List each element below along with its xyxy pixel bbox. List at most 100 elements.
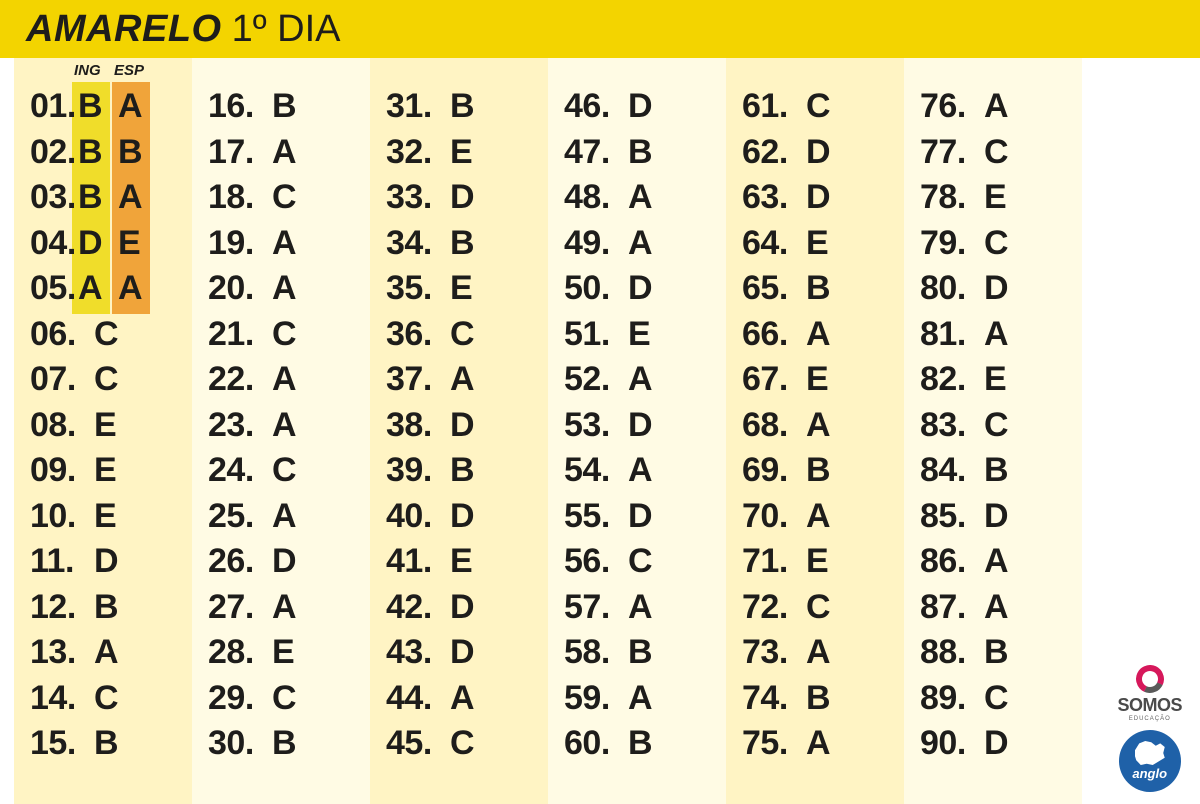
- answer-row: 43.D: [386, 630, 475, 676]
- answer-letter: A: [984, 315, 1009, 354]
- answer-letter: D: [984, 724, 1009, 763]
- answer-letter: A: [628, 679, 653, 718]
- question-number: 13.: [30, 633, 92, 672]
- answer-letter: B: [272, 87, 297, 126]
- answer-row: 31.B: [386, 84, 475, 130]
- answer-letter: E: [984, 178, 1007, 217]
- esp-answer-row: E: [118, 221, 143, 267]
- esp-answer-letter: B: [118, 133, 143, 172]
- answer-letter: A: [806, 315, 831, 354]
- question-number: 88.: [920, 633, 982, 672]
- answer-row: 26.D: [208, 539, 297, 585]
- answer-letter: C: [984, 224, 1009, 263]
- answer-row: 40.D: [386, 494, 475, 540]
- answer-row: 58.B: [564, 630, 653, 676]
- answer-row: 20.A: [208, 266, 297, 312]
- answer-row: 02.: [30, 130, 119, 176]
- answer-row: 61.C: [742, 84, 831, 130]
- answer-row: 24.C: [208, 448, 297, 494]
- answer-row: 62.D: [742, 130, 831, 176]
- answer-row: 54.A: [564, 448, 653, 494]
- answer-row: 11.D: [30, 539, 119, 585]
- question-number: 45.: [386, 724, 448, 763]
- answer-row: 69.B: [742, 448, 831, 494]
- answer-letter: E: [94, 406, 117, 445]
- question-number: 37.: [386, 360, 448, 399]
- answer-letter: C: [272, 315, 297, 354]
- answer-row: 44.A: [386, 676, 475, 722]
- question-number: 53.: [564, 406, 626, 445]
- answer-letter: D: [450, 497, 475, 536]
- question-number: 85.: [920, 497, 982, 536]
- question-number: 80.: [920, 269, 982, 308]
- answer-column: 61.C62.D63.D64.E65.B66.A67.E68.A69.B70.A…: [742, 84, 831, 767]
- question-number: 63.: [742, 178, 804, 217]
- question-number: 90.: [920, 724, 982, 763]
- answer-row: 22.A: [208, 357, 297, 403]
- answer-letter: A: [272, 588, 297, 627]
- question-number: 35.: [386, 269, 448, 308]
- question-number: 12.: [30, 588, 92, 627]
- ing-answer-row: D: [78, 221, 103, 267]
- answer-row: 17.A: [208, 130, 297, 176]
- question-number: 07.: [30, 360, 92, 399]
- answer-row: 77.C: [920, 130, 1009, 176]
- answer-letter: D: [984, 269, 1009, 308]
- question-number: 26.: [208, 542, 270, 581]
- answer-letter: A: [94, 633, 119, 672]
- question-number: 17.: [208, 133, 270, 172]
- ing-answer-column: BBBDA: [78, 84, 103, 312]
- answer-letter: A: [806, 406, 831, 445]
- somos-logo: SOMOS EDUCAÇÃO: [1117, 665, 1182, 722]
- question-number: 23.: [208, 406, 270, 445]
- answer-column: 31.B32.E33.D34.B35.E36.C37.A38.D39.B40.D…: [386, 84, 475, 767]
- question-number: 25.: [208, 497, 270, 536]
- answer-row: 06.C: [30, 312, 119, 358]
- answer-letter: A: [806, 497, 831, 536]
- answer-letter: D: [628, 87, 653, 126]
- answer-row: 48.A: [564, 175, 653, 221]
- question-number: 10.: [30, 497, 92, 536]
- answer-row: 38.D: [386, 403, 475, 449]
- answer-row: 18.C: [208, 175, 297, 221]
- answer-row: 29.C: [208, 676, 297, 722]
- answer-row: 84.B: [920, 448, 1009, 494]
- question-number: 41.: [386, 542, 448, 581]
- answer-row: 39.B: [386, 448, 475, 494]
- anglo-lion-icon: [1135, 741, 1165, 765]
- question-number: 15.: [30, 724, 92, 763]
- ing-answer-row: B: [78, 84, 103, 130]
- question-number: 06.: [30, 315, 92, 354]
- answer-letter: C: [984, 679, 1009, 718]
- question-number: 31.: [386, 87, 448, 126]
- answer-row: 46.D: [564, 84, 653, 130]
- header-title-bold: AMARELO: [26, 8, 222, 51]
- answer-letter: D: [984, 497, 1009, 536]
- answer-letter: B: [984, 633, 1009, 672]
- question-number: 38.: [386, 406, 448, 445]
- answer-row: 55.D: [564, 494, 653, 540]
- answer-row: 75.A: [742, 721, 831, 767]
- answer-letter: D: [450, 178, 475, 217]
- answer-row: 42.D: [386, 585, 475, 631]
- answer-letter: A: [806, 724, 831, 763]
- answer-letter: A: [984, 588, 1009, 627]
- answer-row: 05.: [30, 266, 119, 312]
- answer-letter: C: [94, 360, 119, 399]
- ing-answer-letter: B: [78, 87, 103, 126]
- answer-letter: E: [94, 451, 117, 490]
- question-number: 58.: [564, 633, 626, 672]
- question-number: 28.: [208, 633, 270, 672]
- answer-letter: D: [450, 588, 475, 627]
- answer-row: 74.B: [742, 676, 831, 722]
- somos-subtext: EDUCAÇÃO: [1129, 716, 1171, 722]
- answer-row: 79.C: [920, 221, 1009, 267]
- answer-row: 12.B: [30, 585, 119, 631]
- answer-row: 73.A: [742, 630, 831, 676]
- answer-letter: A: [984, 87, 1009, 126]
- answer-letter: C: [984, 133, 1009, 172]
- question-number: 68.: [742, 406, 804, 445]
- answer-letter: A: [272, 497, 297, 536]
- question-number: 75.: [742, 724, 804, 763]
- answer-row: 03.: [30, 175, 119, 221]
